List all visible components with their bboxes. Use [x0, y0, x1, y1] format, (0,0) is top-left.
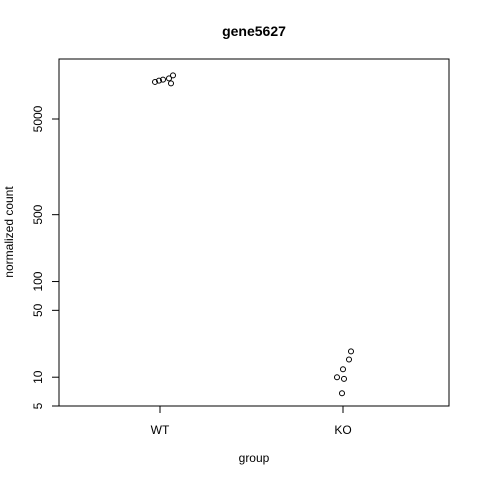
point-wt-5 [160, 76, 166, 83]
point-ko-5 [346, 356, 352, 363]
point-ko-4 [340, 366, 346, 373]
point-wt-2 [156, 77, 162, 84]
y-tick-label-50: 50 [31, 303, 45, 317]
y-axis-label: normalized count [2, 186, 16, 278]
point-ko-2 [341, 375, 347, 382]
point-ko-3 [334, 374, 340, 381]
plot-frame [58, 58, 450, 407]
x-axis-label: group [239, 451, 270, 465]
x-tick-label-ko: KO [334, 423, 351, 437]
data-points [152, 72, 354, 397]
y-axis: 5 10 50 100 500 5000 [31, 105, 59, 409]
chart-title: gene5627 [222, 23, 286, 39]
point-wt-6 [170, 72, 176, 79]
point-ko-6 [348, 348, 354, 355]
x-axis: WT KO [151, 406, 352, 437]
y-tick-label-100: 100 [31, 271, 45, 291]
y-tick-label-5000: 5000 [31, 105, 45, 132]
y-tick-label-500: 500 [31, 204, 45, 224]
point-wt-3 [166, 75, 172, 82]
point-wt-4 [168, 80, 174, 87]
y-tick-label-10: 10 [31, 370, 45, 384]
point-ko-1 [339, 390, 345, 397]
x-tick-label-wt: WT [151, 423, 170, 437]
y-tick-label-5: 5 [31, 402, 45, 409]
point-wt-1 [152, 78, 158, 85]
